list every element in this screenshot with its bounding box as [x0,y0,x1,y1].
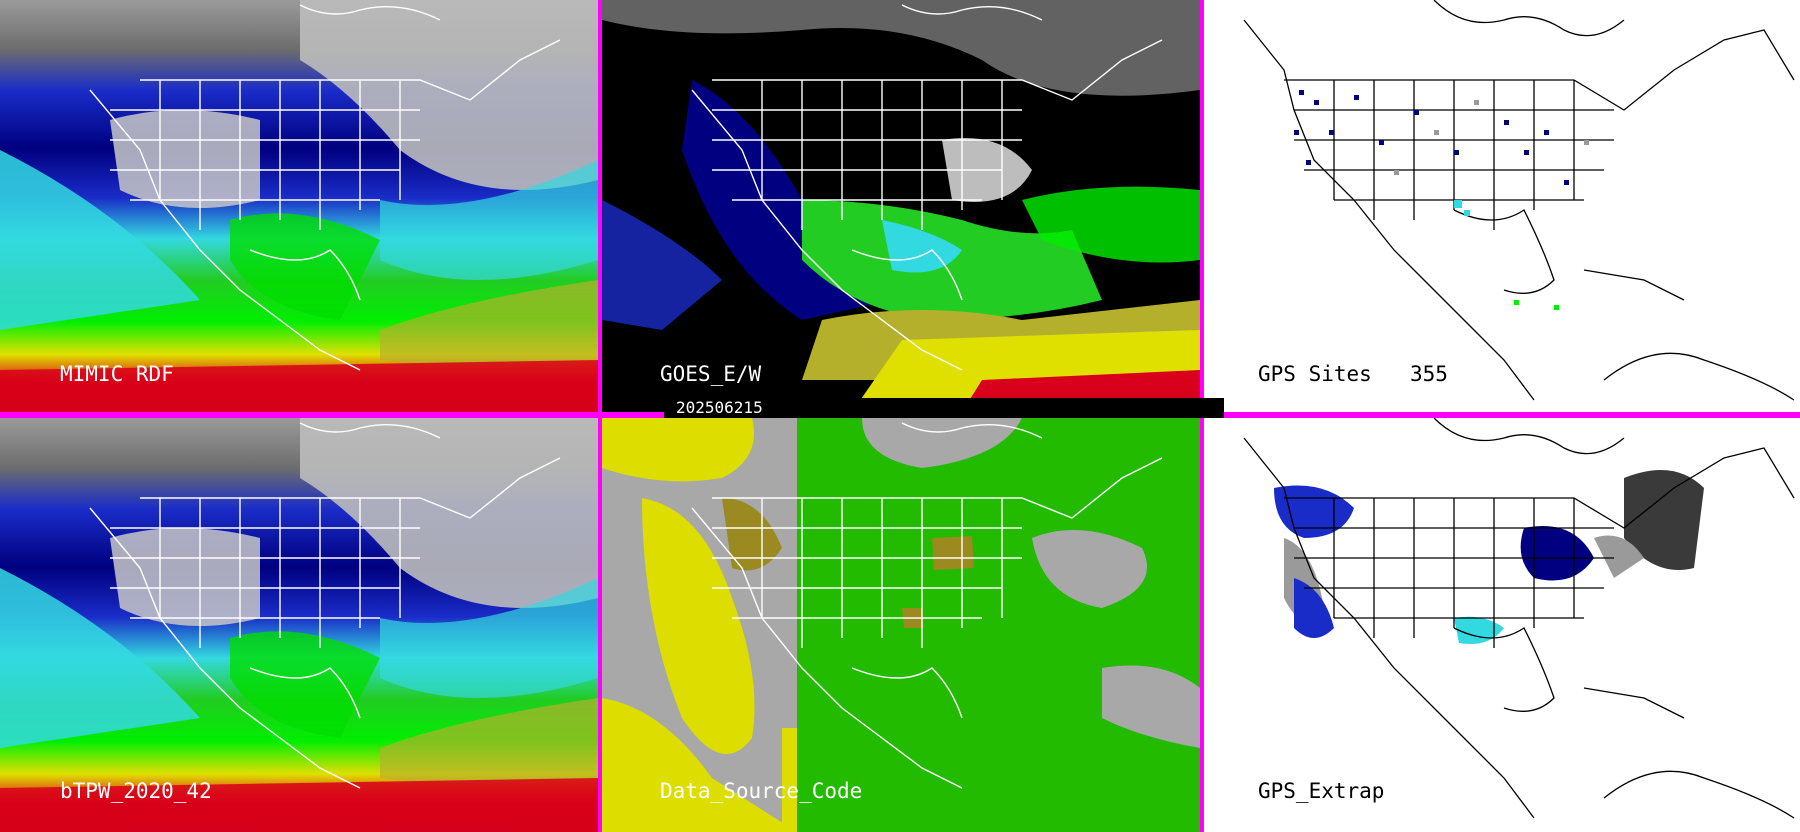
label-data-source-code: Data_Source_Code [660,779,863,803]
panel-data-source-code [602,418,1200,832]
label-mimic-rdf: MIMIC RDF [60,362,174,386]
gps-sites-map [1204,0,1800,412]
label-gps-sites: GPS Sites [1258,362,1372,386]
label-gps-sites-count: 355 [1410,362,1448,386]
label-gps-extrap: GPS_Extrap [1258,779,1385,803]
timestamp-bar: 202506215 [664,398,1224,418]
panel-gps-sites [1204,0,1800,412]
moisture-map-mimic [0,0,598,412]
label-btpw: bTPW_2020_42 [60,779,212,803]
panel-goes-ew [602,0,1200,412]
label-goes-ew: GOES_E/W [660,362,762,386]
panel-btpw [0,418,598,832]
moisture-map-btpw [0,418,598,832]
source-code-map [602,418,1200,832]
gps-extrap-map [1204,418,1800,832]
panel-mimic-rdf [0,0,598,412]
panel-gps-extrap [1204,418,1800,832]
moisture-map-goes [602,0,1200,412]
